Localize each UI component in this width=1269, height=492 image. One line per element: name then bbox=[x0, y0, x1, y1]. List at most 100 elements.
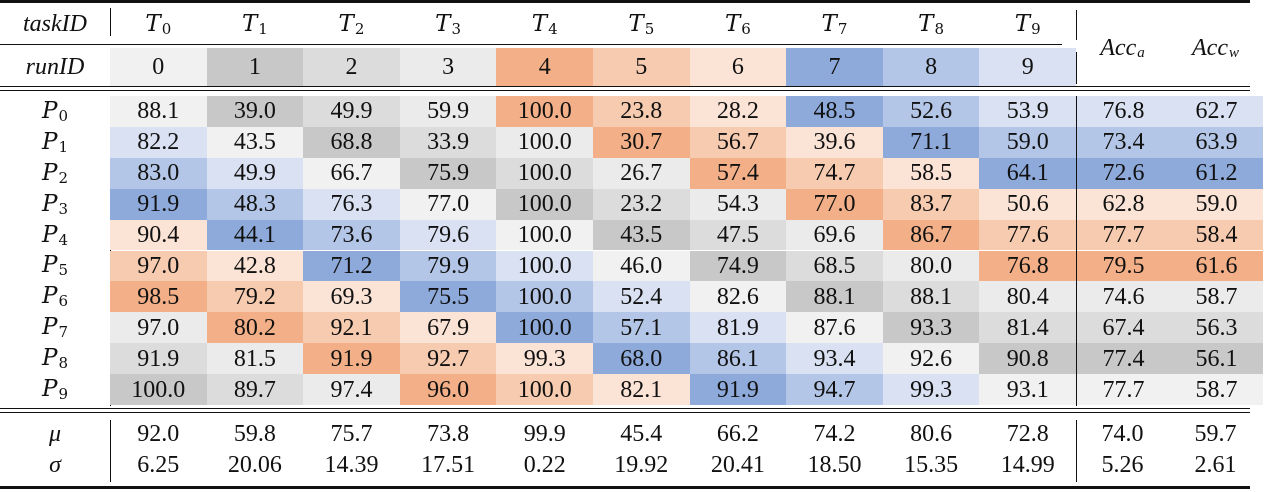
table-cell: 53.9 bbox=[979, 96, 1076, 127]
table-cell: 71.2 bbox=[303, 250, 400, 282]
table-cell: 68.5 bbox=[786, 250, 883, 282]
acc-a-cell: 77.7 bbox=[1077, 219, 1170, 251]
row-label-7-subscript: 7 bbox=[58, 323, 69, 342]
acc-a-cell: 76.8 bbox=[1077, 96, 1170, 127]
stat-label-std: σ bbox=[49, 451, 61, 478]
table-cell: 96.0 bbox=[399, 374, 497, 405]
stat-cell: 15.35 bbox=[904, 451, 959, 478]
task-header-9-subscript: 9 bbox=[1031, 19, 1041, 38]
acc-w-cell: 61.6 bbox=[1170, 250, 1263, 282]
acc-w-cell: 58.4 bbox=[1170, 219, 1263, 251]
stat-acc-a: 5.26 bbox=[1101, 451, 1144, 478]
table-cell: 81.4 bbox=[979, 312, 1076, 344]
acc-w-cell: 59.0 bbox=[1170, 188, 1263, 220]
acc-w-header: Acc w bbox=[1169, 10, 1262, 86]
task-header-1-base: T bbox=[241, 10, 258, 37]
task-header-0-subscript: 0 bbox=[161, 19, 172, 38]
stat-acc-w: 59.7 bbox=[1194, 420, 1237, 447]
acc-a-cell: 72.6 bbox=[1077, 157, 1170, 189]
table-cell: 100.0 bbox=[110, 374, 207, 405]
table-cell: 98.5 bbox=[110, 281, 207, 313]
row-label-1-base: P bbox=[41, 128, 58, 155]
table-rule bbox=[0, 0, 1250, 3]
table-cell: 74.7 bbox=[786, 157, 883, 189]
table-cell: 54.3 bbox=[689, 188, 787, 220]
table-cell: 91.9 bbox=[689, 374, 787, 405]
row-label-5-base: P bbox=[41, 252, 58, 279]
task-header-7-base: T bbox=[821, 10, 837, 37]
table-rule bbox=[0, 86, 1250, 88]
column-separator bbox=[110, 420, 112, 482]
stat-cell: 74.2 bbox=[813, 420, 856, 447]
table-cell: 83.7 bbox=[882, 188, 980, 220]
table-cell: 91.9 bbox=[303, 343, 400, 375]
table-cell: 91.9 bbox=[110, 343, 207, 375]
stat-cell: 20.06 bbox=[227, 451, 282, 478]
task-header-0-base: T bbox=[145, 10, 161, 37]
table-cell: 58.5 bbox=[882, 157, 980, 189]
table-cell: 80.4 bbox=[979, 281, 1076, 313]
run-header-8: 8 bbox=[882, 48, 980, 86]
table-cell: 87.6 bbox=[786, 312, 883, 344]
row-label-2-base: P bbox=[41, 159, 58, 186]
task-header-6-subscript: 6 bbox=[741, 19, 751, 38]
stat-cell: 19.92 bbox=[614, 451, 669, 478]
table-cell: 48.3 bbox=[206, 188, 304, 220]
table-cell: 52.4 bbox=[593, 281, 690, 313]
table-cell: 76.3 bbox=[303, 188, 400, 220]
column-separator bbox=[1076, 10, 1078, 40]
table-cell: 88.1 bbox=[882, 281, 980, 313]
table-cell: 28.2 bbox=[689, 96, 787, 127]
table-cell: 97.0 bbox=[110, 250, 207, 282]
table-cell: 86.7 bbox=[882, 219, 980, 251]
row-label-3-subscript: 3 bbox=[58, 199, 69, 218]
acc-a-cell: 67.4 bbox=[1077, 312, 1170, 344]
table-cell: 49.9 bbox=[303, 96, 400, 127]
task-header-3-base: T bbox=[435, 10, 451, 37]
run-header-7: 7 bbox=[786, 48, 883, 86]
table-cell: 77.6 bbox=[979, 219, 1076, 251]
table-cell: 26.7 bbox=[593, 157, 690, 189]
acc-a-cell: 73.4 bbox=[1077, 126, 1170, 158]
task-header-8-subscript: 8 bbox=[934, 19, 945, 38]
row-label-8-base: P bbox=[41, 345, 58, 372]
table-cell: 82.6 bbox=[689, 281, 787, 313]
task-header-6-base: T bbox=[724, 10, 741, 37]
table-cell: 49.9 bbox=[206, 157, 304, 189]
stat-cell: 72.8 bbox=[1006, 420, 1049, 447]
task-id-label: taskID bbox=[23, 11, 87, 37]
column-separator bbox=[110, 8, 112, 36]
table-cell: 97.0 bbox=[110, 312, 207, 344]
table-cell: 57.4 bbox=[689, 157, 787, 189]
row-label-7-base: P bbox=[41, 314, 58, 341]
acc-a-header: Acc a bbox=[1076, 10, 1169, 86]
stat-cell: 80.6 bbox=[910, 420, 953, 447]
table-cell: 100.0 bbox=[496, 281, 593, 313]
run-header-1: 1 bbox=[206, 48, 304, 86]
table-cell: 43.5 bbox=[593, 219, 690, 251]
column-separator bbox=[1076, 52, 1078, 84]
row-label-3-base: P bbox=[41, 190, 58, 217]
table-cell: 50.6 bbox=[979, 188, 1076, 220]
table-cell: 94.7 bbox=[786, 374, 883, 405]
table-cell: 97.4 bbox=[303, 374, 400, 405]
table-cell: 77.0 bbox=[786, 188, 883, 220]
table-cell: 92.1 bbox=[303, 312, 400, 344]
column-separator bbox=[1076, 96, 1078, 406]
run-header-2: 2 bbox=[303, 48, 400, 86]
table-cell: 100.0 bbox=[496, 96, 593, 127]
table-cell: 73.6 bbox=[303, 219, 400, 251]
stat-cell: 99.9 bbox=[523, 420, 566, 447]
task-header-4-subscript: 4 bbox=[548, 19, 558, 38]
table-rule bbox=[0, 486, 1250, 489]
stat-cell: 0.22 bbox=[523, 451, 566, 478]
acc-a-cell: 62.8 bbox=[1077, 188, 1170, 220]
